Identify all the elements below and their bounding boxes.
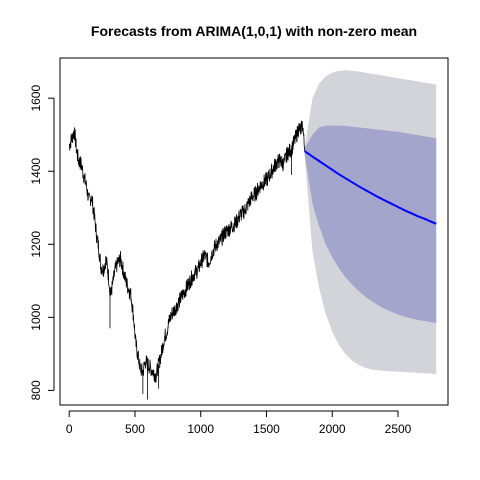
forecast-group (304, 150, 437, 225)
x-tick-label-1500: 1500 (253, 422, 280, 436)
y-tick-label-1600: 1600 (29, 85, 43, 112)
x-tick-label-1000: 1000 (187, 422, 214, 436)
y-tick-label-1200: 1200 (29, 231, 43, 258)
chart-title: Forecasts from ARIMA(1,0,1) with non-zer… (91, 23, 417, 39)
y-tick-label-800: 800 (29, 380, 43, 400)
x-tick-label-0: 0 (66, 422, 73, 436)
x-tick-label-500: 500 (125, 422, 145, 436)
axes-group: 0 500 1000 1500 2000 2500 800 1000 1200 1400 1600 (29, 85, 412, 436)
band-80-group (304, 125, 437, 323)
forecast-mean-line (304, 150, 437, 225)
y-tick-label-1400: 1400 (29, 158, 43, 185)
forecast-band-80 (304, 125, 437, 323)
history-group (68, 120, 306, 400)
x-tick-label-2000: 2000 (319, 422, 346, 436)
x-tick-label-2500: 2500 (385, 422, 412, 436)
history-line (68, 120, 306, 383)
plot-frame (59, 57, 449, 406)
y-tick-label-1000: 1000 (29, 304, 43, 331)
